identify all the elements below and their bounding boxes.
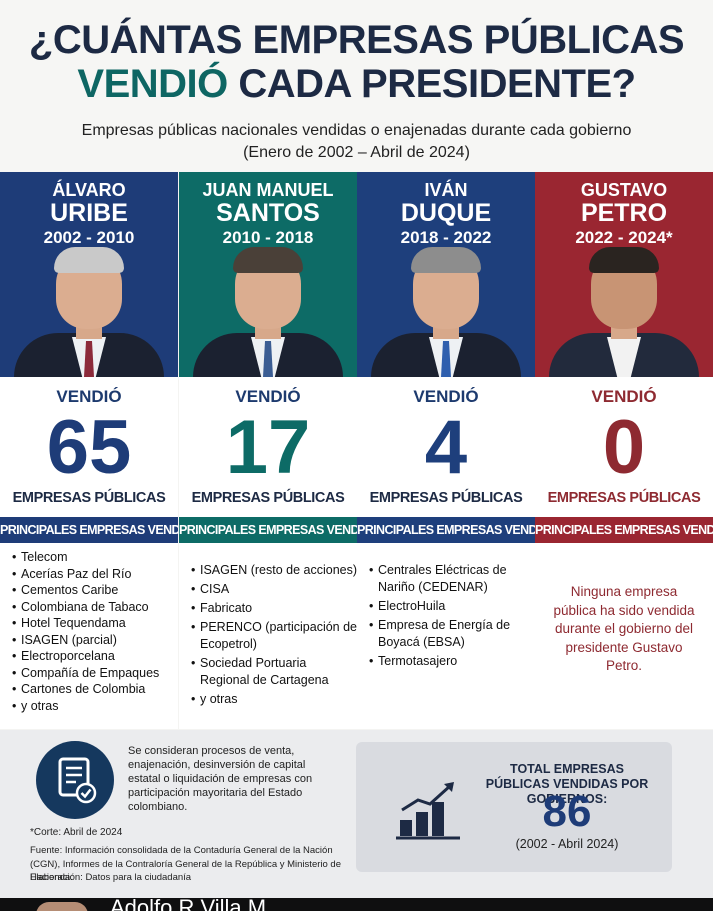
president-first-name: ÁLVARO — [52, 180, 126, 200]
list-item: ElectroHuila — [369, 598, 535, 615]
title-rest: CADA PRESIDENTE? — [227, 62, 636, 106]
total-label: TOTAL EMPRESAS PÚBLICAS VENDIDAS POR GOB… — [485, 762, 649, 806]
company-list-panel: Centrales Eléctricas de Nariño (CEDENAR)… — [357, 543, 535, 729]
source-note: Fuente: Información consolidada de la Co… — [30, 845, 341, 883]
sold-unit: EMPRESAS PÚBLICAS — [369, 490, 523, 506]
president-portrait — [14, 247, 164, 377]
sold-count-panel: VENDIÓ 17 EMPRESAS PÚBLICAS — [179, 377, 357, 517]
president-portrait — [193, 247, 343, 377]
list-item: ISAGEN (parcial) — [12, 632, 178, 649]
sold-unit: EMPRESAS PÚBLICAS — [191, 490, 345, 506]
list-item: Compañía de Empaques — [12, 665, 178, 682]
president-last-name: SANTOS — [216, 199, 320, 227]
list-header: PRINCIPALES EMPRESAS VENDIDAS — [357, 517, 535, 543]
list-header: PRINCIPALES EMPRESAS VENDIDAS — [179, 517, 357, 543]
avatar[interactable] — [36, 902, 88, 911]
total-value: 86 — [542, 787, 592, 836]
president-years: 2010 - 2018 — [222, 228, 314, 247]
list-header: PRINCIPALES EMPRESAS VENDIDAS — [535, 517, 713, 543]
president-header: ÁLVARO URIBE 2002 - 2010 — [0, 172, 178, 377]
list-item: Colombiana de Tabaco — [12, 599, 178, 616]
president-first-name: GUSTAVO — [580, 180, 668, 200]
cutoff-note: *Corte: Abril de 2024 — [30, 827, 123, 838]
president-portrait — [549, 247, 699, 377]
president-column-santos: JUAN MANUEL SANTOS 2010 - 2018 VENDIÓ 17… — [179, 172, 357, 729]
company-list: Centrales Eléctricas de Nariño (CEDENAR)… — [357, 543, 535, 670]
subtitle: Empresas públicas nacionales vendidas o … — [81, 122, 632, 139]
list-item: Cartones de Colombia — [12, 681, 178, 698]
sold-count: 0 — [602, 405, 646, 490]
sold-label: VENDIÓ — [413, 387, 479, 406]
president-column-uribe: ÁLVARO URIBE 2002 - 2010 VENDIÓ 65 EMPRE… — [0, 172, 178, 729]
company-list: Telecom Acerías Paz del Río Cementos Car… — [0, 543, 178, 714]
sold-label: VENDIÓ — [235, 387, 301, 406]
sold-unit: EMPRESAS PÚBLICAS — [547, 490, 701, 506]
president-years: 2022 - 2024* — [575, 228, 673, 247]
president-last-name: URIBE — [50, 199, 128, 227]
list-item: Electroporcelana — [12, 648, 178, 665]
president-portrait — [371, 247, 521, 377]
list-item: CISA — [191, 581, 357, 598]
total-panel: TOTAL EMPRESAS PÚBLICAS VENDIDAS POR GOB… — [356, 742, 672, 872]
growth-chart-icon — [394, 780, 464, 842]
list-item: Hotel Tequendama — [12, 615, 178, 632]
title-accent: VENDIÓ — [77, 62, 228, 106]
list-item: Cementos Caribe — [12, 582, 178, 599]
sold-label: VENDIÓ — [56, 387, 122, 406]
author-name[interactable]: Adolfo R Villa M — [110, 898, 267, 911]
header: ¿CUÁNTAS EMPRESAS PÚBLICAS VENDIÓ CADA P… — [0, 0, 713, 172]
president-header: GUSTAVO PETRO 2022 - 2024* — [535, 172, 713, 377]
list-item: Fabricato — [191, 600, 357, 617]
president-last-name: DUQUE — [400, 199, 492, 227]
no-sales-message: Ninguna empresa pública ha sido vendida … — [553, 584, 695, 673]
document-check-icon — [36, 741, 114, 819]
president-first-name: JUAN MANUEL — [202, 180, 334, 200]
list-item: y otras — [191, 691, 357, 708]
company-list-panel: Ninguna empresa pública ha sido vendida … — [535, 543, 713, 729]
president-header: IVÁN DUQUE 2018 - 2022 — [357, 172, 535, 377]
sold-count: 4 — [424, 405, 468, 490]
list-item: y otras — [12, 698, 178, 715]
president-column-duque: IVÁN DUQUE 2018 - 2022 VENDIÓ 4 EMPRESAS… — [357, 172, 535, 729]
president-years: 2002 - 2010 — [43, 228, 135, 247]
elaboration-note: Elaboración: Datos para la ciudadanía — [30, 872, 192, 883]
company-list-panel: ISAGEN (resto de acciones) CISA Fabricat… — [179, 543, 357, 729]
sold-label: VENDIÓ — [591, 387, 657, 406]
date-range: (Enero de 2002 – Abril de 2024) — [243, 144, 470, 161]
footer: Se consideran procesos de venta, enajena… — [0, 730, 713, 898]
page-title-line1: ¿CUÁNTAS EMPRESAS PÚBLICAS — [28, 18, 685, 62]
definition-note: Se consideran procesos de venta, enajena… — [128, 745, 313, 813]
list-item: Sociedad Portuaria Regional de Cartagena — [191, 655, 357, 689]
president-years: 2018 - 2022 — [400, 228, 492, 247]
list-item: Telecom — [12, 549, 178, 566]
company-list: ISAGEN (resto de acciones) CISA Fabricat… — [179, 543, 357, 708]
sold-count-panel: VENDIÓ 65 EMPRESAS PÚBLICAS — [0, 377, 178, 517]
total-range: (2002 - Abril 2024) — [515, 837, 619, 851]
sold-count-panel: VENDIÓ 4 EMPRESAS PÚBLICAS — [357, 377, 535, 517]
sold-count-panel: VENDIÓ 0 EMPRESAS PÚBLICAS — [535, 377, 713, 517]
list-item: Centrales Eléctricas de Nariño (CEDENAR) — [369, 562, 535, 596]
list-item: PERENCO (participación de Ecopetrol) — [191, 619, 357, 653]
list-header: PRINCIPALES EMPRESAS VENDIDAS — [0, 517, 178, 543]
list-item: Empresa de Energía de Boyacá (EBSA) — [369, 617, 535, 651]
company-list-panel: Telecom Acerías Paz del Río Cementos Car… — [0, 543, 178, 729]
bottom-author-bar: Adolfo R Villa M — [0, 898, 713, 911]
list-item: Termotasajero — [369, 653, 535, 670]
president-first-name: IVÁN — [424, 180, 468, 200]
list-item: ISAGEN (resto de acciones) — [191, 562, 357, 579]
sold-count: 65 — [46, 405, 132, 490]
list-item: Acerías Paz del Río — [12, 566, 178, 583]
sold-unit: EMPRESAS PÚBLICAS — [12, 490, 166, 506]
president-last-name: PETRO — [580, 199, 668, 227]
sold-count: 17 — [225, 405, 311, 490]
president-column-petro: GUSTAVO PETRO 2022 - 2024* VENDIÓ 0 EMPR… — [535, 172, 713, 729]
president-header: JUAN MANUEL SANTOS 2010 - 2018 — [179, 172, 357, 377]
page-title-line2: VENDIÓ CADA PRESIDENTE? — [0, 62, 713, 106]
